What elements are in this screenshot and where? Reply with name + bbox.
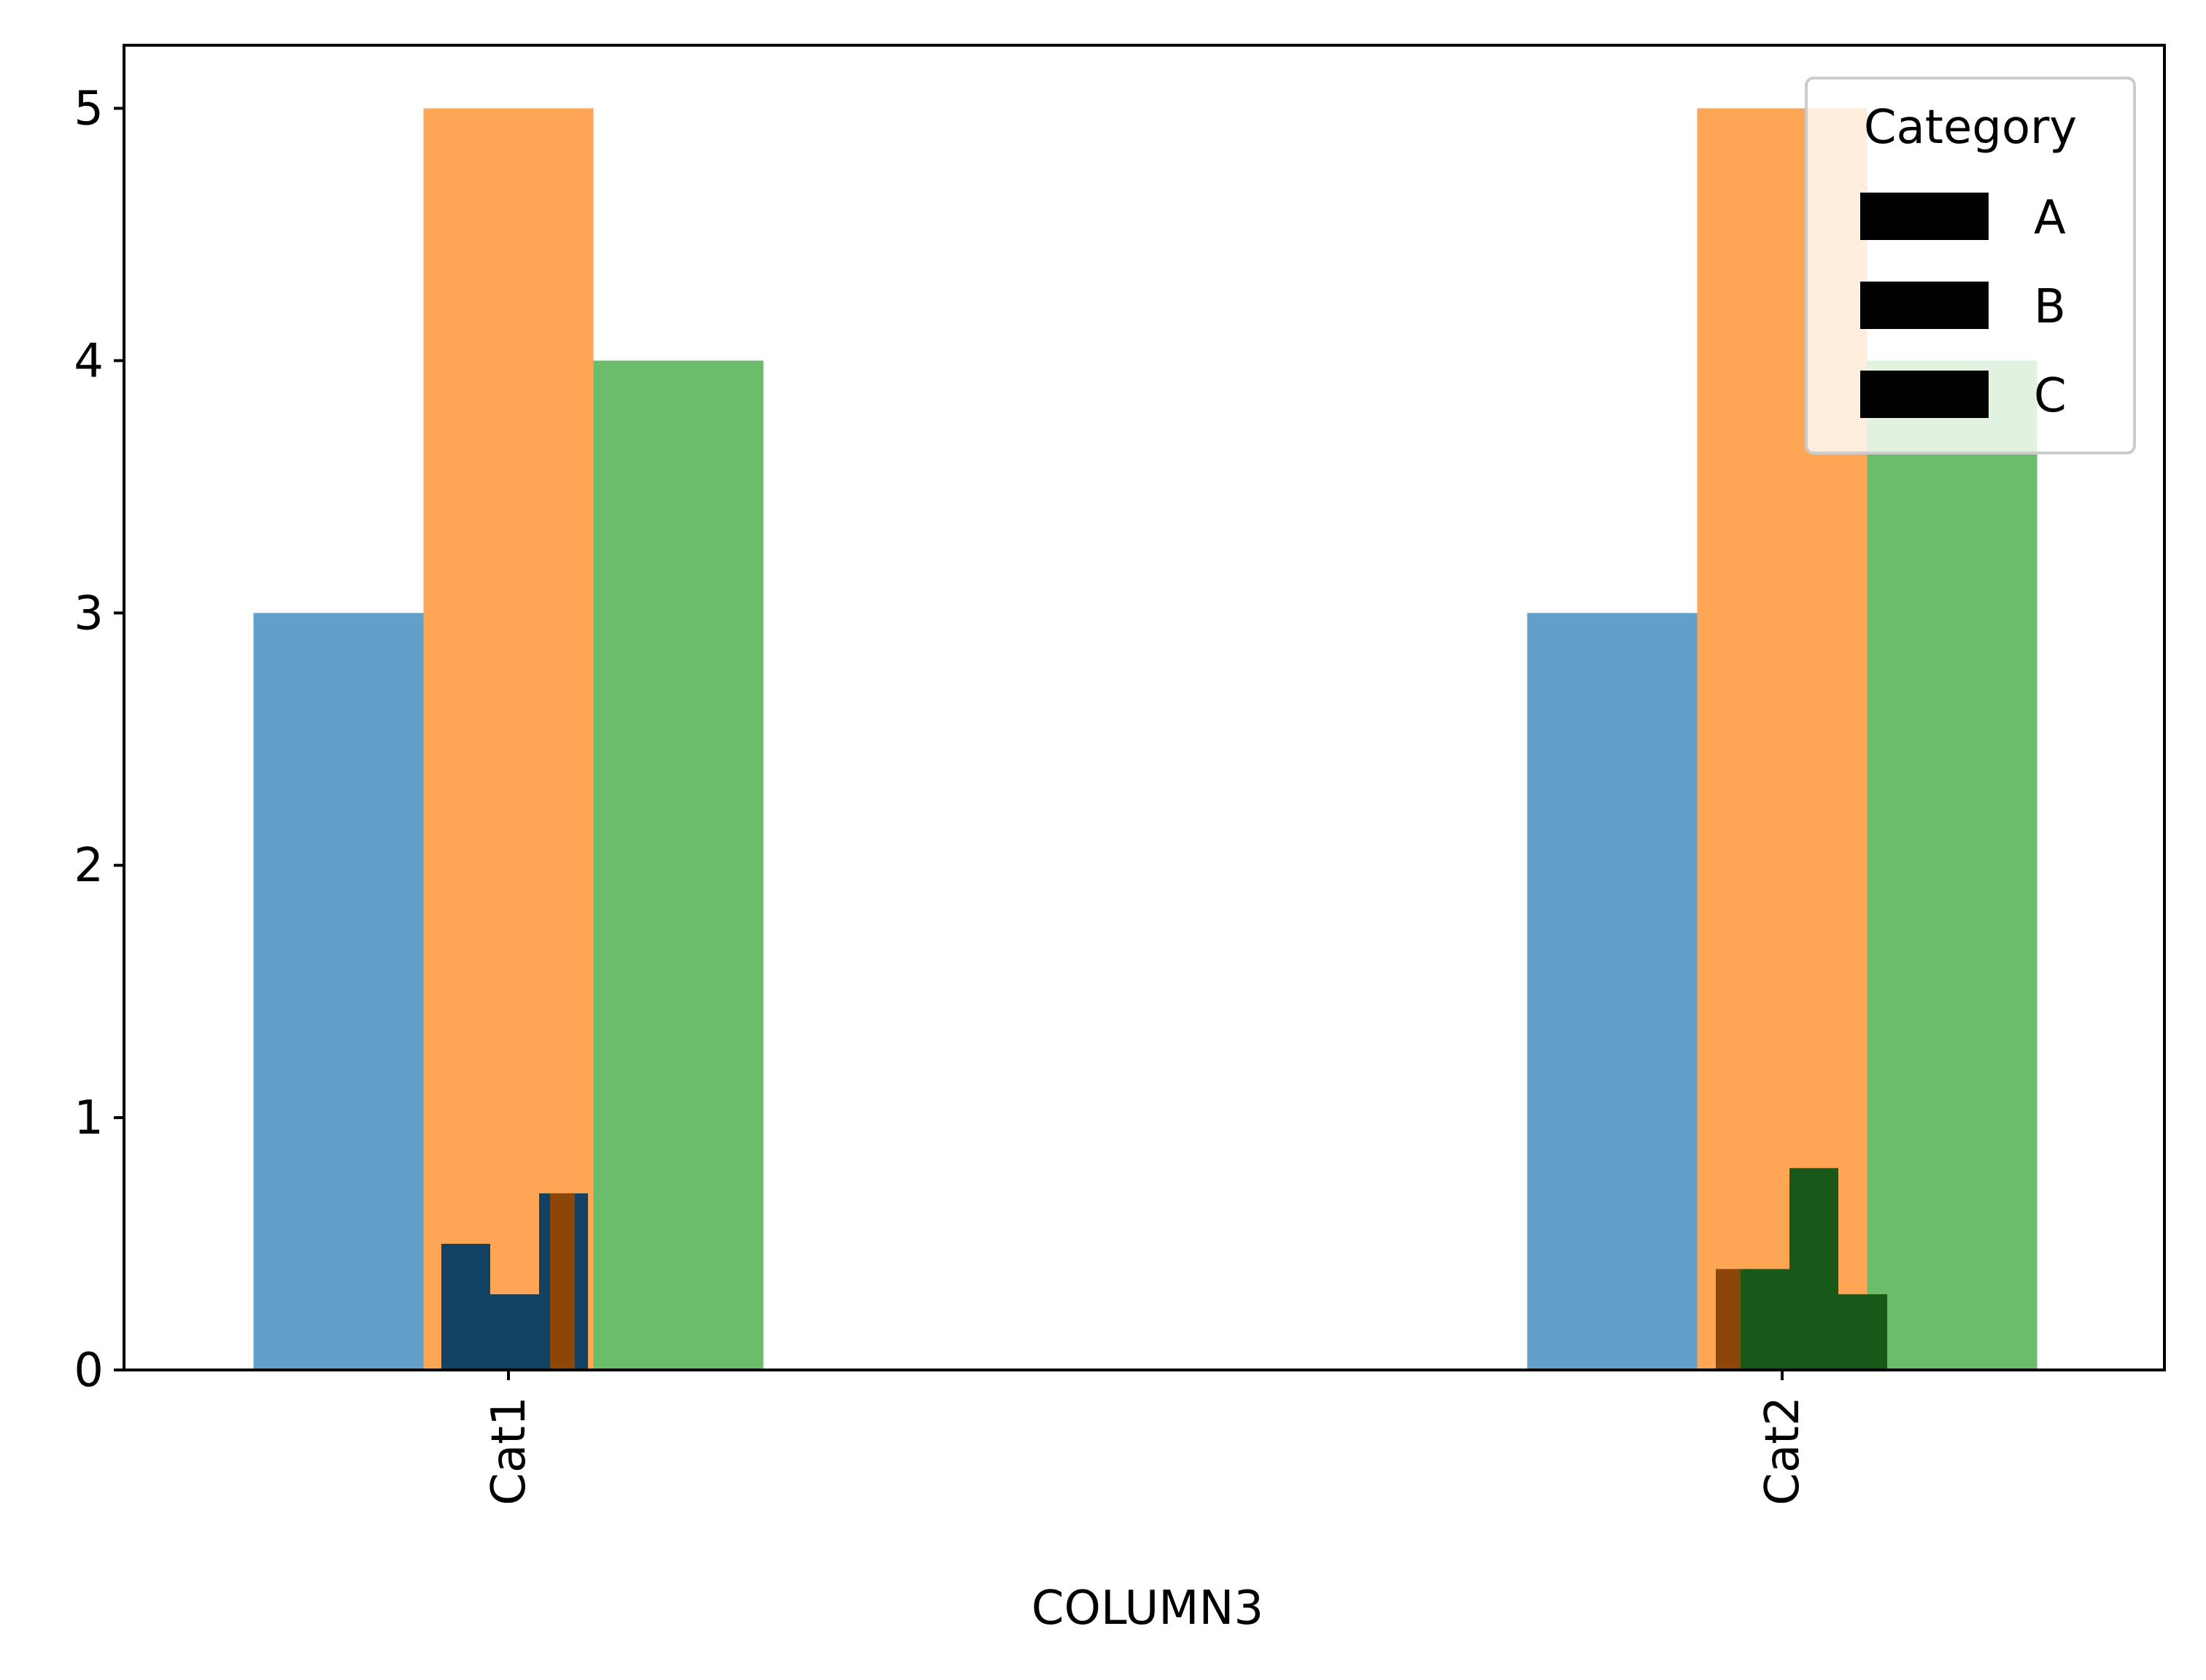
x-tick-label-cat1: Cat1 — [482, 1396, 536, 1506]
legend-handle-b — [1860, 282, 1989, 329]
overlay-step-cat1-1-0 — [550, 1193, 575, 1370]
bar-c-cat2 — [1867, 360, 2037, 1370]
x-tick-label-cat2: Cat2 — [1756, 1396, 1810, 1506]
bar-c-cat1 — [593, 360, 764, 1370]
legend-handle-c — [1860, 371, 1989, 418]
y-tick-label-5: 5 — [74, 82, 104, 136]
legend-title: Category — [1864, 101, 2077, 155]
y-tick-label-1: 1 — [74, 1091, 104, 1145]
overlay-step-cat1-0-1 — [490, 1294, 539, 1370]
overlay-step-cat2-3-1 — [1789, 1168, 1838, 1370]
overlay-step-cat2-2-0 — [1716, 1269, 1741, 1370]
overlay-layer — [441, 1168, 1887, 1370]
legend-label-c: C — [2034, 369, 2067, 423]
overlay-step-cat2-3-2 — [1838, 1294, 1887, 1370]
y-tick-label-0: 0 — [74, 1344, 104, 1398]
overlay-step-cat1-0-0 — [441, 1244, 490, 1370]
bars-layer — [253, 108, 2037, 1371]
y-tick-label-2: 2 — [74, 839, 104, 893]
axes-layer: 0 1 2 3 4 5 Cat1 Cat2 — [74, 44, 2166, 1506]
bar-b-cat1 — [423, 108, 594, 1370]
y-tick-label-4: 4 — [74, 334, 104, 388]
legend-label-a: A — [2034, 191, 2066, 245]
y-tick-label-3: 3 — [74, 587, 104, 640]
bar-a-cat1 — [253, 613, 424, 1371]
legend-handle-a — [1860, 193, 1989, 240]
overlay-step-cat2-3-0 — [1741, 1269, 1789, 1370]
legend: Category ABC — [1805, 77, 2136, 454]
x-axis-title: COLUMN3 — [1032, 1582, 1263, 1636]
legend-box — [1805, 77, 2136, 454]
bar-a-cat2 — [1527, 613, 1698, 1371]
legend-label-b: B — [2034, 280, 2066, 334]
plot-frame — [123, 44, 2166, 1371]
